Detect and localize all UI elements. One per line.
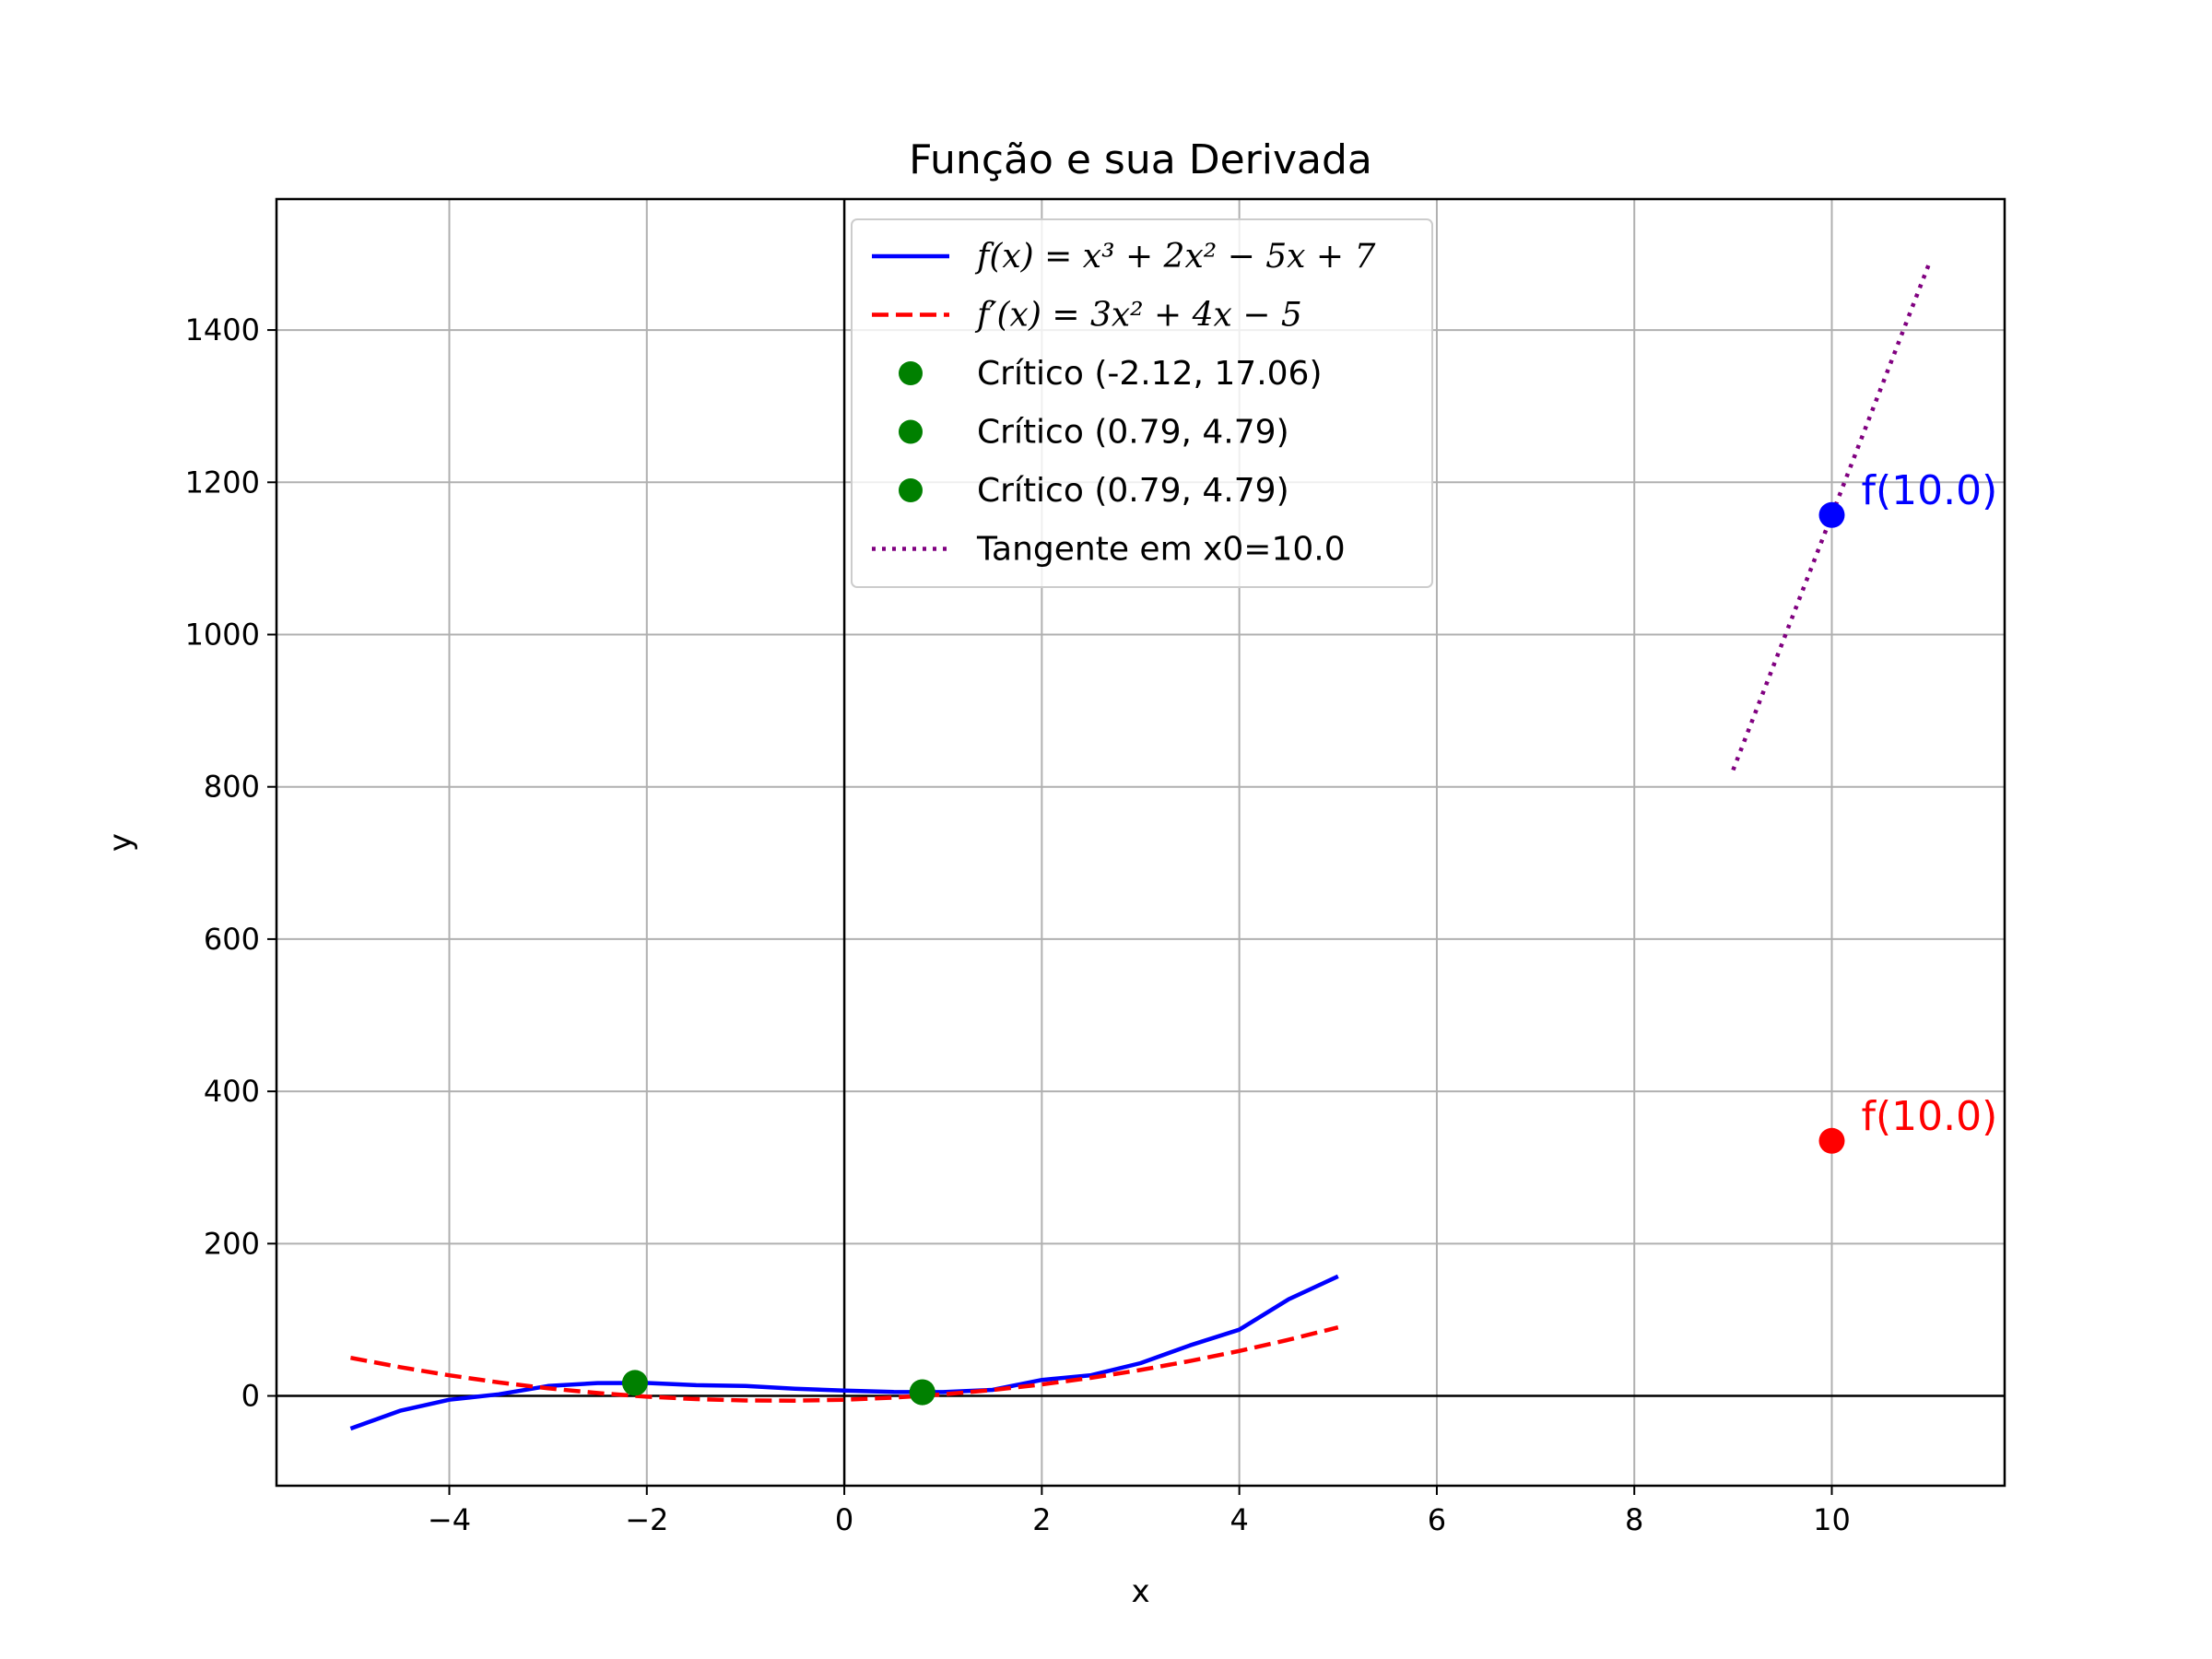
series-line-2 [349,1325,1339,1403]
y-tick-label: 400 [204,1074,260,1109]
legend-swatch-marker [899,419,923,444]
legend-label: Crítico (0.79, 4.79) [977,472,1289,510]
x-tick-label: 10 [1813,1502,1851,1537]
data-point [1818,1127,1845,1154]
data-point [621,1370,648,1396]
y-ticks: 0 200 400 600 800 1000 1200 1400 [185,312,276,1414]
y-tick-label: 0 [241,1379,260,1414]
x-tick-label: 0 [835,1502,853,1537]
zero-lines [276,199,2005,1486]
legend: f(x) = x³ + 2x² − 5x + 7 f′(x) = 3x² + 4x… [851,218,1433,588]
x-tick-label: 2 [1032,1502,1051,1537]
x-ticks: −4 −2 0 2 4 6 8 10 [428,1486,1851,1537]
legend-label: f(x) = x³ + 2x² − 5x + 7 [974,238,1376,276]
y-tick-label: 1400 [185,312,260,347]
points-layer [621,501,1845,1406]
x-tick-label: −4 [428,1502,471,1537]
legend-label: Crítico (0.79, 4.79) [977,414,1289,452]
x-tick-label: −2 [625,1502,668,1537]
y-tick-label: 800 [204,770,260,805]
x-tick-label: 6 [1428,1502,1446,1537]
legend-box [851,218,1433,588]
x-tick-label: 4 [1230,1502,1248,1537]
chart-title: Função e sua Derivada [909,136,1372,183]
legend-label: Tangente em x0=10.0 [976,531,1346,569]
legend-swatch-marker [899,478,923,502]
x-axis-label: x [1131,1573,1149,1610]
data-point [1818,501,1845,528]
y-tick-label: 600 [204,922,260,957]
plot-frame [275,197,2006,1488]
series-line-1 [349,1274,1339,1431]
y-tick-label: 1000 [185,617,260,652]
legend-label: f′(x) = 3x² + 4x − 5 [974,297,1302,335]
y-tick-label: 200 [204,1226,260,1261]
point-annotation: f(10.0) [1862,1093,1998,1140]
point-annotation: f(10.0) [1862,467,1998,514]
series-layer [349,259,1933,1431]
legend-label: Crítico (-2.12, 17.06) [977,355,1323,393]
x-tick-label: 8 [1625,1502,1643,1537]
y-axis-label: y [102,833,139,852]
data-point [909,1379,935,1406]
y-tick-label: 1200 [185,465,260,500]
annotations: f(10.0) f(10.0) [1862,467,1998,1140]
legend-swatch-marker [899,361,923,385]
